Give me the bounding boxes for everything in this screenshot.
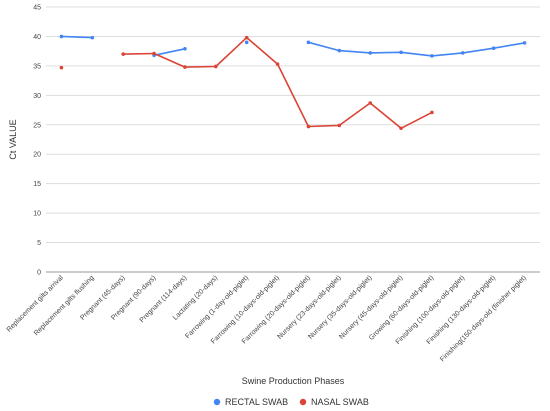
legend-swatch <box>299 398 307 406</box>
x-axis-title: Swine Production Phases <box>242 376 345 386</box>
data-point <box>337 48 342 53</box>
x-tick-label: Nursery (23-days-old-piglet) <box>276 274 342 340</box>
data-point <box>522 41 527 45</box>
x-tick-label: Growing (60-days-old-piglet) <box>368 274 435 341</box>
legend-label: NASAL SWAB <box>311 397 369 407</box>
gridlines <box>46 6 540 273</box>
data-point <box>306 40 311 45</box>
x-tick-label: Replacement gilts flushing <box>33 274 96 337</box>
y-tick-label: 30 <box>33 93 41 100</box>
legend-item: NASAL SWAB <box>299 397 369 407</box>
y-axis-title: Ct VALUE <box>8 119 18 159</box>
y-tick-label: 45 <box>33 5 41 12</box>
data-point <box>430 54 434 58</box>
data-point <box>461 51 465 55</box>
data-point <box>306 124 311 129</box>
series-line-0 <box>61 35 93 39</box>
x-tick-label: Nursery (35-days-old-piglet) <box>307 274 373 340</box>
data-point <box>214 64 218 69</box>
data-point <box>430 110 434 115</box>
series-lines <box>61 35 525 130</box>
data-point <box>59 65 64 70</box>
x-tick-label: Nursery (45-days-old-piglet) <box>338 274 404 340</box>
series-line-1 <box>123 36 433 130</box>
data-point <box>368 51 372 55</box>
y-tick-label: 0 <box>37 270 41 277</box>
data-point <box>491 46 496 51</box>
series-line-0 <box>308 41 525 57</box>
y-tick-label: 40 <box>33 34 41 41</box>
data-point <box>337 123 342 128</box>
data-point <box>399 126 403 131</box>
legend-swatch <box>213 398 221 406</box>
data-point <box>183 65 187 69</box>
series-line-0 <box>153 48 186 57</box>
data-point <box>183 47 187 51</box>
legend: RECTAL SWAB NASAL SWAB <box>213 397 369 407</box>
y-tick-label: 10 <box>33 211 41 218</box>
data-point <box>90 35 95 40</box>
y-tick-label: 15 <box>33 181 41 188</box>
legend-item: RECTAL SWAB <box>213 397 288 407</box>
data-point <box>59 34 64 39</box>
data-point <box>244 40 249 45</box>
data-point <box>275 62 280 66</box>
y-tick-label: 5 <box>37 240 41 247</box>
x-tick-label: Farrowing (1-day-old-piglet) <box>184 274 250 340</box>
x-tick-label: Replacement gilts arrival <box>6 274 65 333</box>
y-tick-labels: 0 5 10 15 20 25 30 35 40 45 <box>33 5 41 277</box>
legend-label: RECTAL SWAB <box>225 397 288 407</box>
data-point <box>121 52 125 56</box>
data-point <box>399 50 403 55</box>
y-tick-label: 35 <box>33 63 41 70</box>
y-tick-label: 25 <box>33 122 41 129</box>
y-tick-label: 20 <box>33 152 41 159</box>
data-point <box>244 35 249 40</box>
data-point <box>152 51 156 56</box>
data-point <box>368 101 372 105</box>
series-points <box>59 34 527 131</box>
